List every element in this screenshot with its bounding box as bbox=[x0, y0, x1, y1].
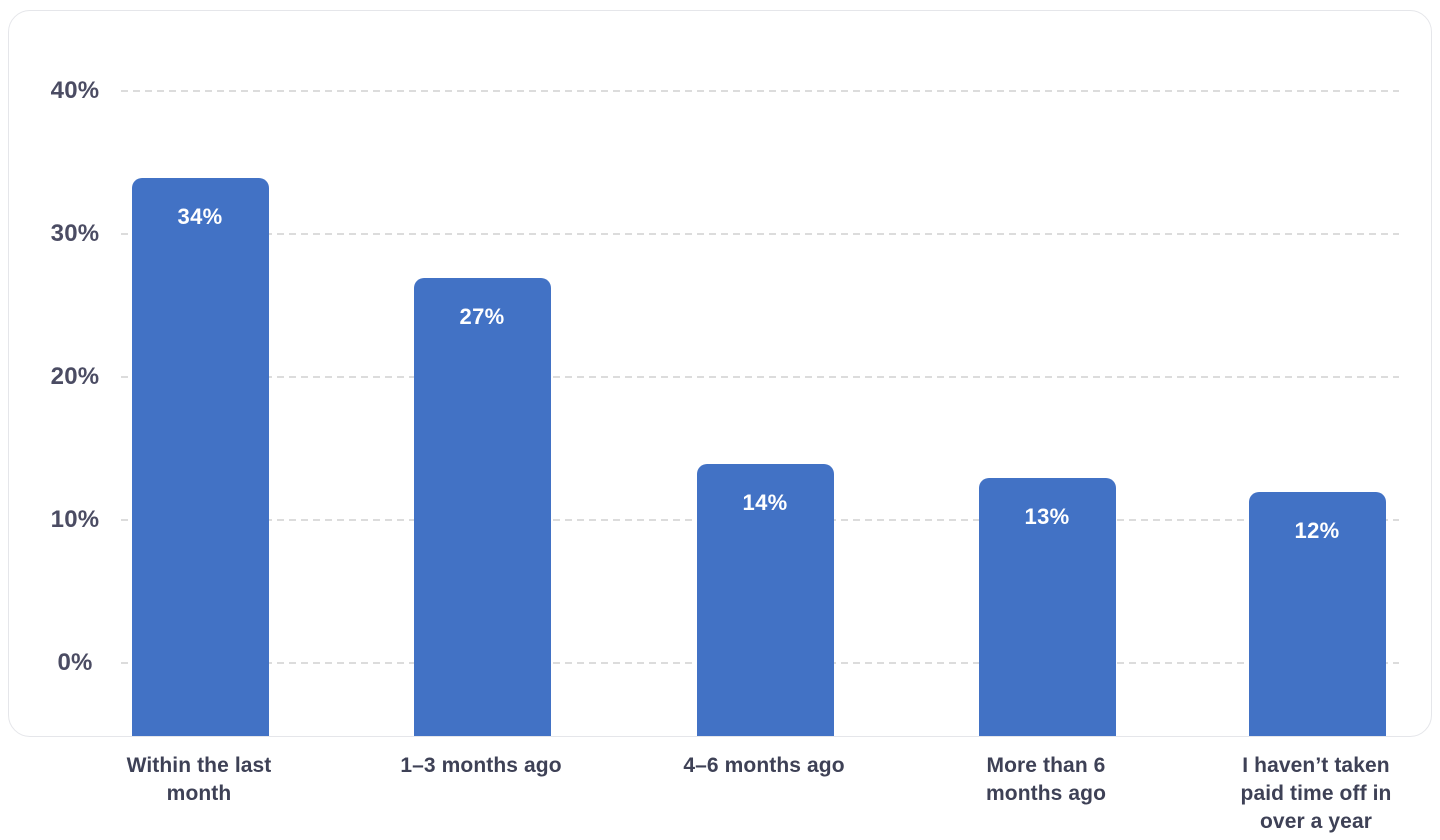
y-tick-label: 40% bbox=[50, 77, 100, 104]
x-category-label: 4–6 months ago bbox=[683, 754, 845, 777]
y-tick-label: 20% bbox=[50, 363, 100, 390]
bar-value-label: 27% bbox=[459, 304, 505, 329]
gridline-30 bbox=[121, 233, 1399, 235]
x-category-label: 1–3 months ago bbox=[400, 754, 562, 777]
bar-5: 12% bbox=[1248, 492, 1386, 736]
y-tick-label: 10% bbox=[50, 506, 100, 533]
x-category-label: I haven’t taken paid time off in over a … bbox=[1240, 754, 1392, 833]
y-tick-label: 0% bbox=[57, 649, 93, 676]
y-tick-label: 30% bbox=[50, 220, 100, 247]
bar-1: 34% bbox=[131, 178, 269, 736]
chart-card: 40% 30% 20% 10% 0% 34% 27% 14% 13% 12% bbox=[8, 10, 1432, 737]
bar-value-label: 12% bbox=[1294, 518, 1340, 543]
bar-2: 27% bbox=[413, 278, 551, 736]
x-category-label: Within the last month bbox=[126, 754, 272, 805]
bar-4: 13% bbox=[978, 478, 1116, 736]
bar-value-label: 14% bbox=[742, 490, 788, 515]
bar-value-label: 13% bbox=[1024, 504, 1070, 529]
gridline-20 bbox=[121, 376, 1399, 378]
x-category-label: More than 6 months ago bbox=[986, 754, 1106, 805]
bar-3: 14% bbox=[696, 464, 834, 736]
bar-value-label: 34% bbox=[177, 204, 223, 229]
gridline-40 bbox=[121, 90, 1399, 92]
